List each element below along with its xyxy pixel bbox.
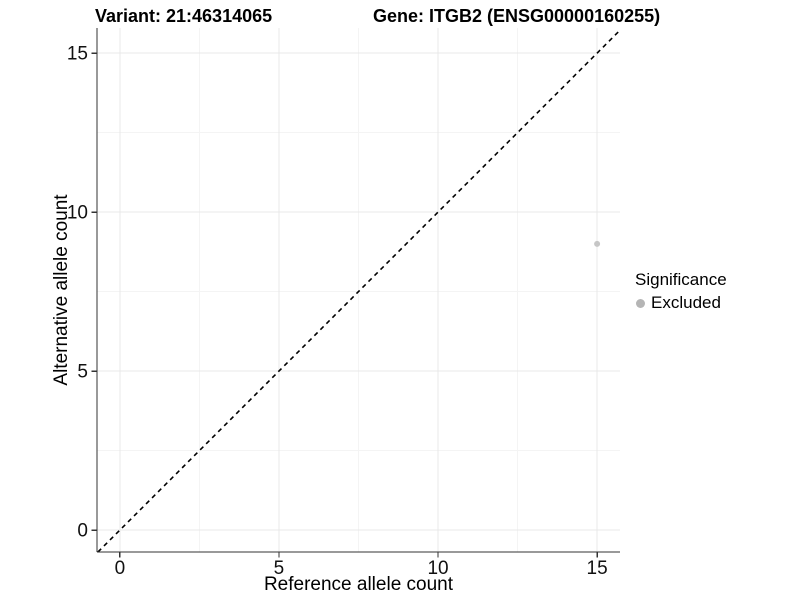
x-tick-label: 0 [115, 558, 126, 579]
y-tick-label: 5 [77, 362, 88, 383]
y-tick-label: 15 [67, 44, 88, 65]
legend-item-label: Excluded [651, 293, 721, 312]
data-point [594, 240, 601, 247]
legend-title: Significance [635, 270, 727, 289]
legend-key-point [636, 298, 645, 308]
x-axis-title: Reference allele count [263, 574, 454, 595]
x-tick-label: 5 [274, 558, 285, 579]
x-tick-label: 10 [427, 558, 448, 579]
plot-title-gene: Gene: ITGB2 (ENSG00000160255) [373, 6, 661, 26]
x-tick-label: 15 [587, 558, 608, 579]
legend-item-excluded: Excluded [636, 293, 727, 313]
plot-title-variant: Variant: 21:46314065 [95, 6, 273, 26]
y-axis-title: Alternative allele count [51, 194, 72, 386]
identity-line [97, 29, 621, 553]
y-tick-label: 0 [77, 521, 88, 542]
y-tick-label: 10 [67, 203, 88, 224]
legend: Significance Excluded [635, 270, 727, 313]
